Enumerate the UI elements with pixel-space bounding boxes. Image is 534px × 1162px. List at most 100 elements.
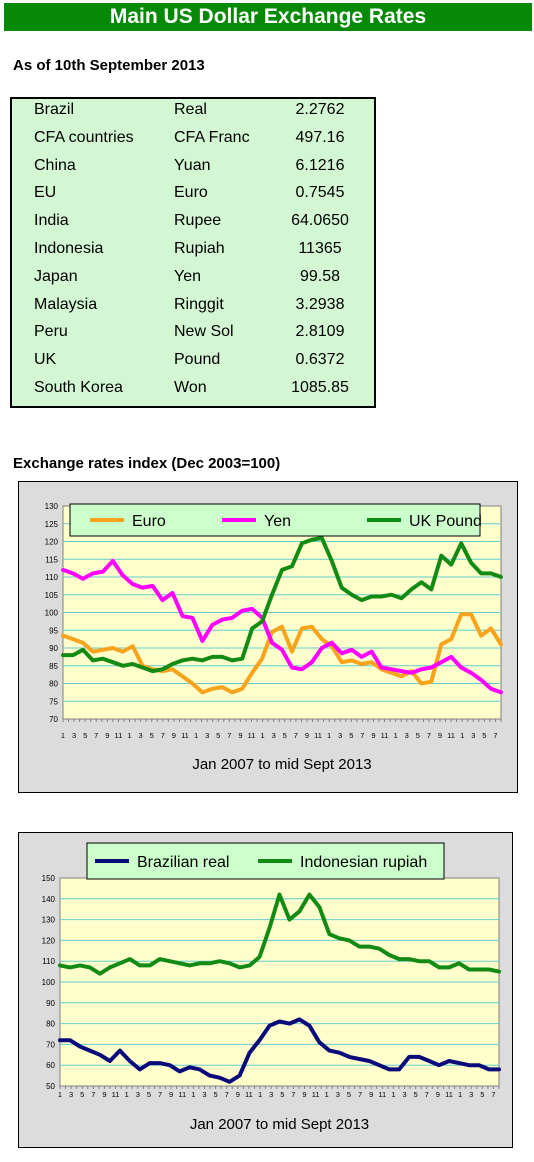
x-tick-label: 3 <box>69 1090 73 1099</box>
legend-label: Yen <box>264 513 291 530</box>
x-tick-label: 5 <box>480 1090 484 1099</box>
x-tick-label: 1 <box>261 731 265 740</box>
y-tick-label: 120 <box>45 538 59 547</box>
y-tick-label: 90 <box>46 999 55 1008</box>
country-cell: CFA countries <box>34 128 134 146</box>
x-tick-label: 5 <box>283 731 287 740</box>
x-tick-label: 3 <box>338 731 342 740</box>
x-tick-label: 11 <box>248 731 256 740</box>
rate-value-cell: 64.0650 <box>291 212 349 230</box>
x-tick-label: 9 <box>369 1090 373 1099</box>
x-tick-label: 7 <box>227 731 231 740</box>
y-tick-label: 110 <box>42 957 55 966</box>
x-tick-label: 7 <box>225 1090 229 1099</box>
legend-label: Indonesian rupiah <box>300 854 427 871</box>
x-tick-label: 9 <box>169 1090 173 1099</box>
as-of-date: As of 10th September 2013 <box>13 57 205 74</box>
x-tick-label: 7 <box>91 1090 95 1099</box>
x-tick-label: 1 <box>325 1090 329 1099</box>
x-tick-label: 9 <box>102 1090 106 1099</box>
x-tick-label: 5 <box>349 731 353 740</box>
y-tick-label: 80 <box>46 1020 55 1029</box>
currency-cell: Real <box>174 101 207 118</box>
rate-row: Peru New Sol 2.8109 <box>12 323 374 351</box>
rate-value-cell: 11365 <box>298 240 342 257</box>
rate-value-cell: 0.7545 <box>295 184 345 202</box>
rate-value-cell: 6.1216 <box>295 156 345 174</box>
country-cell: Malaysia <box>34 295 98 313</box>
rate-row: Malaysia Ringgit 3.2938 <box>12 296 374 324</box>
x-tick-label: 9 <box>371 731 375 740</box>
x-tick-label: 1 <box>391 1090 395 1099</box>
y-tick-label: 75 <box>49 697 58 706</box>
rate-value-cell: 3.2938 <box>295 295 345 313</box>
x-axis-label: Jan 2007 to mid Sept 2013 <box>190 1116 369 1133</box>
x-tick-label: 5 <box>150 731 154 740</box>
rate-value-cell: 0.6372 <box>295 351 345 369</box>
rate-row: EU Euro 0.7545 <box>12 184 374 212</box>
y-tick-label: 115 <box>45 555 58 564</box>
x-tick-label: 5 <box>83 731 87 740</box>
y-tick-label: 105 <box>45 591 59 600</box>
legend-label: Brazilian real <box>137 854 229 871</box>
x-tick-label: 11 <box>178 1090 186 1099</box>
currency-cell: Rupee <box>174 212 222 230</box>
x-tick-label: 1 <box>191 1090 195 1099</box>
x-tick-label: 5 <box>482 731 486 740</box>
y-tick-label: 95 <box>49 626 58 635</box>
exchange-rates-table: Brazil Real 2.2762 CFA countries CFA Franc 49… <box>10 97 376 408</box>
y-tick-label: 90 <box>49 644 58 653</box>
x-tick-label: 11 <box>314 731 322 740</box>
y-tick-label: 125 <box>45 520 59 529</box>
series-line-1 <box>61 559 503 695</box>
x-tick-label: 3 <box>469 1090 473 1099</box>
x-tick-label: 7 <box>294 731 298 740</box>
y-tick-label: 130 <box>45 502 59 511</box>
y-tick-label: 85 <box>49 662 58 671</box>
country-cell: UK <box>34 351 57 369</box>
x-tick-label: 7 <box>427 731 431 740</box>
rate-row: CFA countries CFA Franc 497.16 <box>12 129 374 157</box>
country-cell: EU <box>34 184 57 202</box>
x-tick-label: 9 <box>302 1090 306 1099</box>
x-tick-label: 3 <box>336 1090 340 1099</box>
x-tick-label: 1 <box>458 1090 462 1099</box>
x-tick-label: 7 <box>491 1090 495 1099</box>
currency-cell: New Sol <box>174 323 234 341</box>
y-tick-label: 50 <box>46 1082 55 1091</box>
x-tick-label: 5 <box>416 731 420 740</box>
x-tick-label: 5 <box>147 1090 151 1099</box>
x-tick-label: 5 <box>214 1090 218 1099</box>
x-tick-label: 1 <box>125 1090 129 1099</box>
x-tick-label: 3 <box>471 731 475 740</box>
x-tick-label: 1 <box>460 731 464 740</box>
x-tick-label: 3 <box>269 1090 273 1099</box>
x-tick-label: 3 <box>402 1090 406 1099</box>
currency-cell: Euro <box>174 184 208 202</box>
series-line-2 <box>61 536 503 674</box>
rate-row: Japan Yen 99.58 <box>12 268 374 296</box>
rate-row: UK Pound 0.6372 <box>12 351 374 379</box>
x-tick-label: 1 <box>127 731 131 740</box>
x-tick-label: 9 <box>436 1090 440 1099</box>
rate-row: Indonesia Rupiah 11365 <box>12 240 374 268</box>
x-tick-label: 5 <box>80 1090 84 1099</box>
legend-label: UK Pound <box>409 513 482 530</box>
x-tick-label: 7 <box>94 731 98 740</box>
x-tick-label: 11 <box>445 1090 453 1099</box>
x-tick-label: 7 <box>493 731 497 740</box>
x-tick-label: 1 <box>61 731 65 740</box>
currency-cell: Pound <box>174 351 221 369</box>
country-cell: Japan <box>34 267 78 285</box>
currency-cell: Won <box>174 379 207 396</box>
y-tick-label: 70 <box>46 1040 55 1049</box>
country-cell: Peru <box>34 323 68 341</box>
x-tick-label: 11 <box>181 731 189 740</box>
y-tick-label: 80 <box>49 680 58 689</box>
x-tick-label: 1 <box>394 731 398 740</box>
x-tick-label: 7 <box>360 731 364 740</box>
country-cell: China <box>34 156 76 174</box>
rate-row: South Korea Won 1085.85 <box>12 379 374 407</box>
